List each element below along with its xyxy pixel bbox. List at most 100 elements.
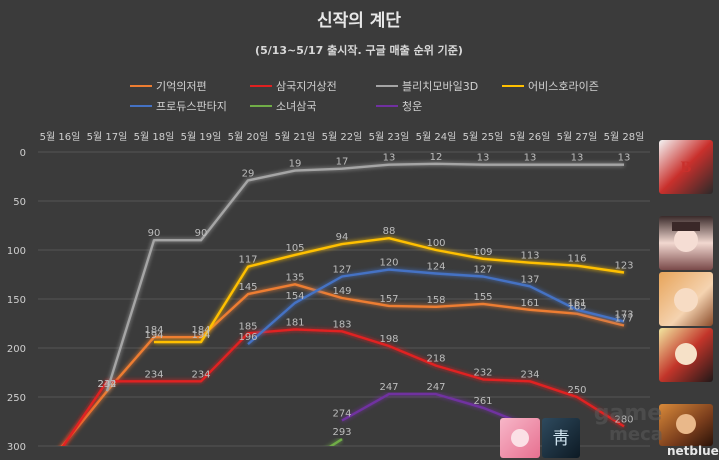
legend-label: 블리치모바일3D [402,79,478,93]
data-label: 149 [332,286,351,297]
memory-game-icon [659,328,713,382]
data-label: 127 [473,264,492,275]
data-label: 12 [430,152,443,163]
series-line-소녀삼국 [328,438,343,446]
data-label: 165 [567,302,586,313]
series-line-기억의저편 [60,283,625,446]
abyss-horizon-game-icon [659,216,713,270]
y-tick-label: 250 [7,393,26,404]
brand-logo: netblue [667,444,719,458]
x-tick-label: 5월 27일 [557,131,598,143]
watermark-logo-2: meca [609,424,663,445]
data-label: 232 [97,379,116,390]
data-label: 123 [614,261,633,272]
x-tick-label: 5월 22일 [322,131,363,143]
x-tick-label: 5월 26일 [510,131,551,143]
data-label: 154 [285,291,304,302]
produce-fantasy-game-icon [659,272,713,326]
data-label: 184 [191,325,210,336]
data-label: 13 [571,153,584,164]
x-tick-label: 5월 16일 [40,131,81,143]
legend-item-6: 소녀삼국 [250,100,316,113]
y-axis: 0 50 100 150 200 250 300 [7,148,26,453]
data-label: 157 [379,294,398,305]
x-axis: 5월 16일 5월 17일 5월 18일 5월 19일 5월 20일 5월 21일 5월 2… [40,131,645,143]
bleach-game-icon: B [659,140,713,194]
data-label: 88 [383,226,396,237]
data-label: 280 [614,414,633,425]
legend-label: 기억의저편 [156,80,207,93]
legend-item-4: 어비스호라이즌 [502,80,599,93]
legend-item-3: 블리치모바일3D [376,79,478,93]
data-label: 247 [379,382,398,393]
legend-label: 어비스호라이즌 [528,80,599,93]
y-tick-label: 50 [13,197,26,208]
data-label: 173 [614,310,633,321]
game-icons: B [500,140,719,458]
x-tick-label: 5월 28일 [604,131,645,143]
svg-text:B: B [681,159,692,176]
data-label: 135 [285,272,304,283]
data-label: 234 [520,369,539,380]
data-label: 234 [144,369,163,380]
data-label: 183 [332,319,351,330]
legend-item-1: 기억의저편 [130,80,207,93]
data-label: 194 [144,330,163,341]
legend-label: 프로듀스판타지 [156,100,227,113]
data-label: 232 [473,367,492,378]
series-line-청운 [341,392,531,428]
data-label: 185 [238,321,257,332]
x-tick-label: 5월 24일 [416,131,457,143]
x-tick-label: 5월 21일 [275,131,316,143]
svg-text:靑: 靑 [553,429,570,449]
data-label: 247 [426,382,445,393]
data-label: 124 [426,262,445,273]
x-tick-label: 5월 17일 [87,131,128,143]
series-line-블리치모바일3D [105,162,624,392]
data-label: 13 [383,153,396,164]
data-label: 29 [242,168,255,179]
data-label: 117 [238,255,257,266]
legend-item-5: 프로듀스판타지 [130,100,227,113]
y-tick-label: 100 [7,246,26,257]
series-line-프로듀스판타지 [247,268,625,346]
chart-subtitle: (5/13~5/17 출시작. 구글 매출 순위 기준) [255,43,463,57]
legend-label: 소녀삼국 [276,100,316,113]
data-label: 184 [144,325,163,336]
data-label: 145 [238,282,257,293]
data-label: 161 [567,298,586,309]
x-tick-label: 5월 25일 [463,131,504,143]
data-label: 234 [191,369,210,380]
data-label: 90 [148,228,161,239]
data-label: 94 [336,232,349,243]
data-label: 250 [567,385,586,396]
watermark-logo: game [594,401,662,426]
cheongun-game-icon: 靑 [542,418,580,458]
data-label: 13 [477,153,490,164]
data-label: 155 [473,292,492,303]
data-label: 244 [97,379,116,390]
data-label: 194 [191,330,210,341]
series-line-어비스호라이즌 [154,237,625,344]
data-label: 13 [524,153,537,164]
x-tick-label: 5월 18일 [134,131,175,143]
y-tick-label: 150 [7,295,26,306]
legend-label: 삼국지거상전 [276,80,337,93]
chart-title: 신작의 계단 [317,11,401,31]
data-label: 181 [285,317,304,328]
legend-item-2: 삼국지거상전 [250,80,337,93]
data-label: 100 [426,238,445,249]
data-label: 161 [520,298,539,309]
data-label: 177 [614,313,633,324]
data-label: 274 [332,409,351,420]
data-label: 120 [379,258,398,269]
three-kingdoms-game-icon [659,404,713,446]
data-label: 261 [473,396,492,407]
y-tick-label: 200 [7,344,26,355]
data-label: 127 [332,264,351,275]
girl-three-kingdoms-game-icon [500,418,540,458]
data-label: 218 [426,354,445,365]
